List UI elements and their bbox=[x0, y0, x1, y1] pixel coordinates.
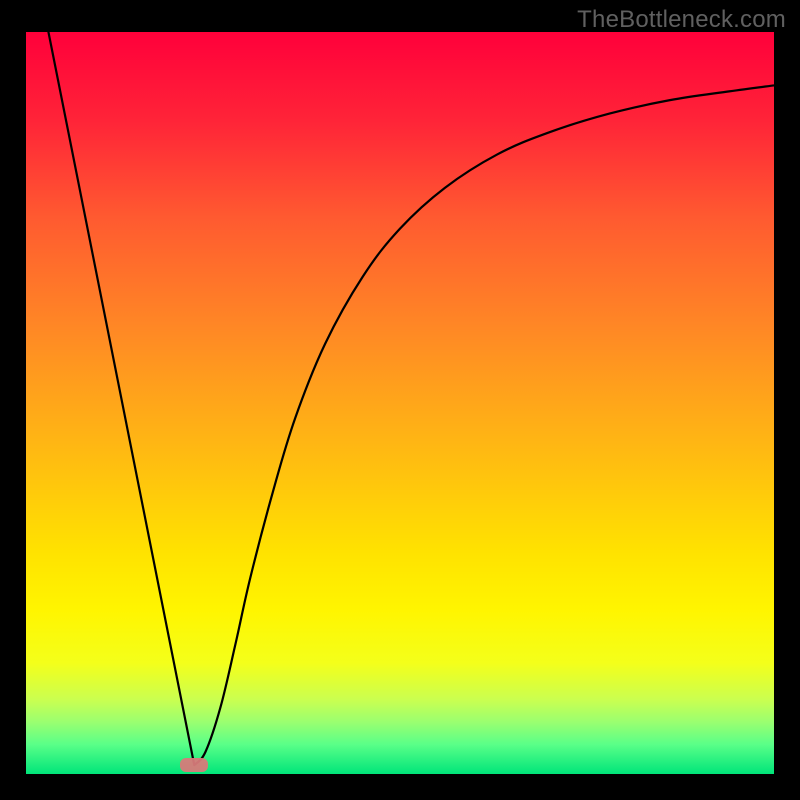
plot-area bbox=[26, 32, 774, 774]
bottleneck-curve bbox=[26, 32, 774, 774]
chart-frame: TheBottleneck.com bbox=[0, 0, 800, 800]
dip-marker bbox=[180, 758, 208, 772]
watermark-text: TheBottleneck.com bbox=[577, 6, 786, 34]
